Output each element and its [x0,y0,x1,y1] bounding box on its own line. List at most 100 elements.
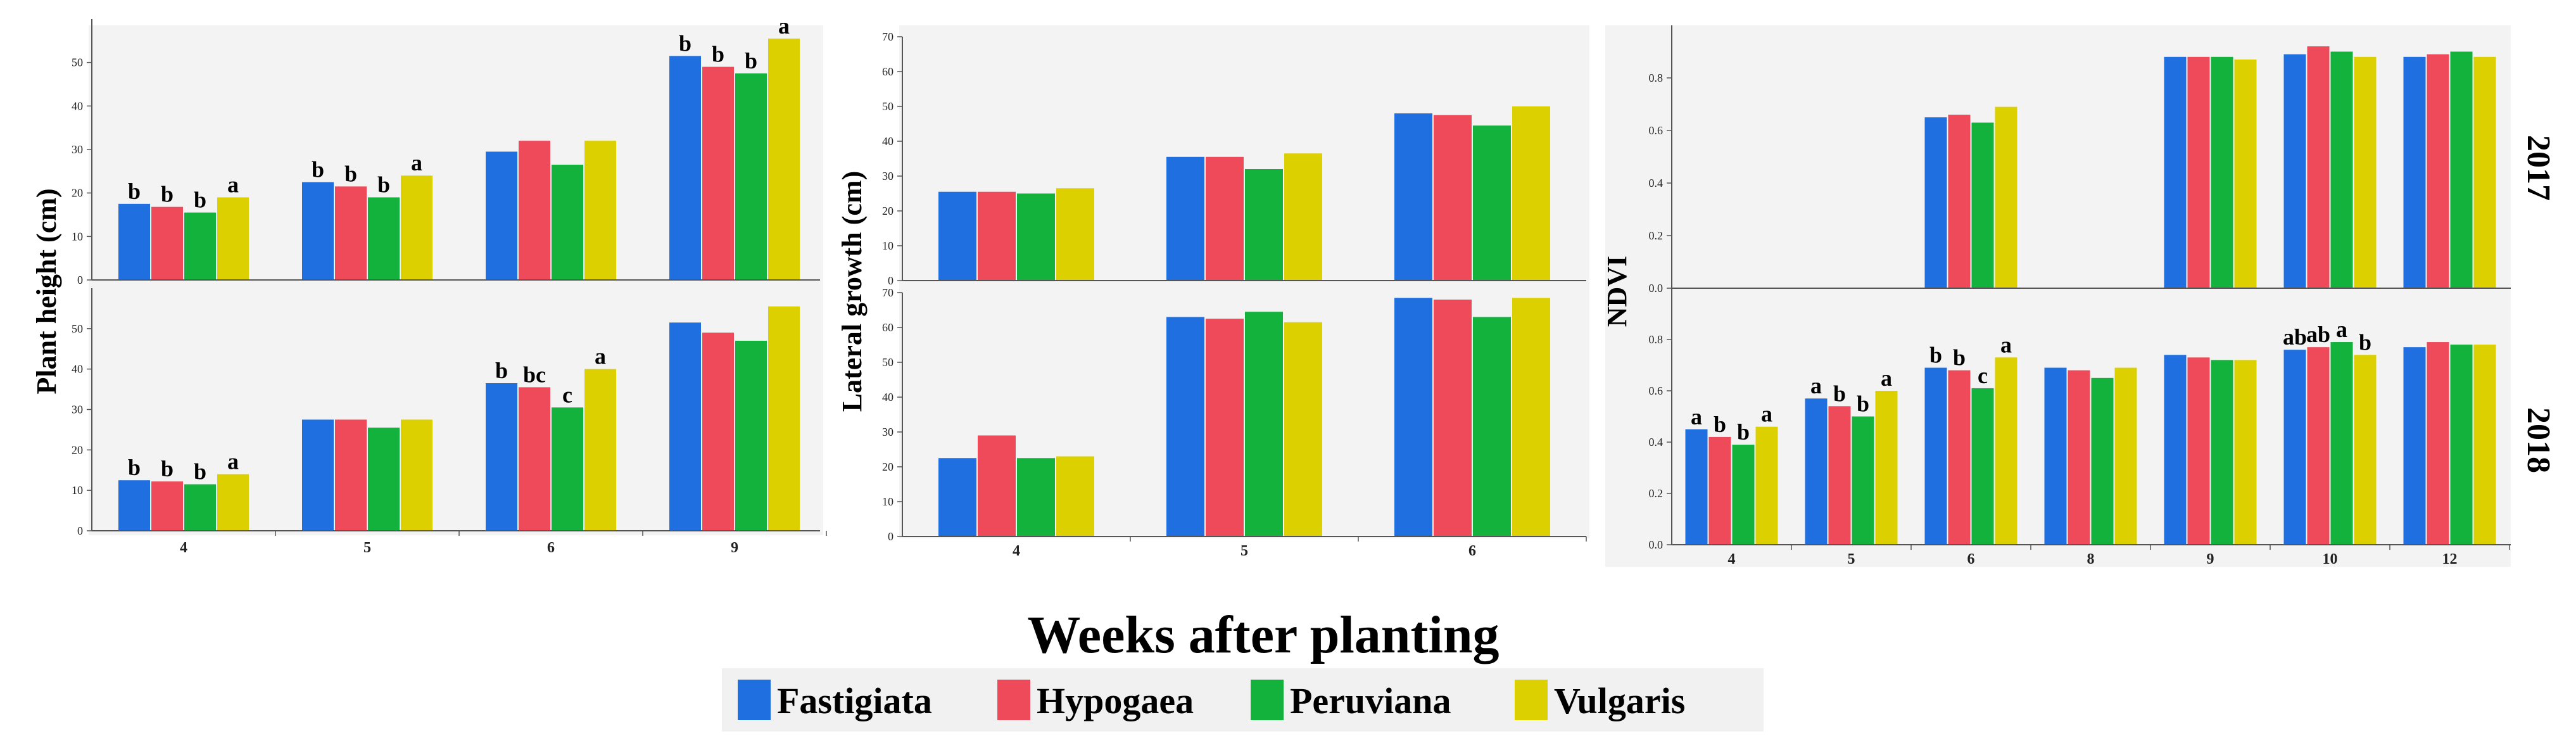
plant-height-2017-bar-week-5-hypogaea [335,186,367,280]
ndvi-2018-bar-week-8-peruviana [2091,378,2114,545]
plant-height-2017-ytick-label: 0 [77,274,83,286]
ndvi-2018-bar-week-4-peruviana [1732,445,1755,545]
lateral-growth-2017-ytick-label: 60 [882,65,893,78]
lateral-growth-2017-bar-week-4-fastigiata [938,191,976,281]
ndvi-2018-sig-letter: b [1857,391,1869,417]
plant-height-ylabel: Plant height (cm) [31,188,62,394]
plant-height-2017-bar-week-6-hypogaea [519,141,550,280]
plant-height-2018-sig-letter: a [227,449,239,474]
lateral-growth-2018-bar-week-5-hypogaea [1206,319,1244,536]
ndvi-2018-bar-week-5-vulgaris [1875,391,1898,545]
lateral-growth-2018-bar-week-4-vulgaris [1056,456,1094,536]
ndvi-2018-ytick-label: 0.2 [1649,487,1664,500]
plant-height-xtick-label: 6 [547,540,555,556]
ndvi-2017-bar-week-12-peruviana [2450,51,2473,288]
plant-height-2018-sig-letter: bc [523,362,546,387]
plant-height-2018-bar-week-9-hypogaea [702,333,734,531]
plant-height-2017-bar-week-4-vulgaris [217,197,249,280]
plant-height-xtick-label: 9 [731,540,738,556]
ndvi-2018-bar-week-8-hypogaea [2068,370,2090,545]
ndvi-2018-bar-week-4-fastigiata [1685,429,1708,545]
lateral-growth-2017-bar-week-6-fastigiata [1394,113,1432,281]
lateral-growth-2017-bar-week-5-peruviana [1245,169,1283,281]
plant-height-2018-sig-letter: b [194,459,206,485]
ndvi-2018-sig-letter: a [2336,317,2347,342]
ndvi-2018-bar-week-10-hypogaea [2307,347,2330,545]
ndvi-2017-bar-week-12-vulgaris [2473,56,2496,289]
plant-height-2018-bar-week-4-peruviana [184,484,216,531]
ndvi-2017-bar-week-9-hypogaea [2187,56,2210,289]
ndvi-2017-bar-week-6-fastigiata [1924,117,1947,288]
legend: Fastigiata Hypogaea Peruviana Vulgaris [722,668,1764,732]
plant-height-2018-bar-week-4-hypogaea [151,481,183,531]
plant-height-2018-ytick-label: 50 [72,322,83,335]
ndvi-2018-bar-week-8-fastigiata [2044,367,2067,545]
plant-height-2018-bar-week-5-fastigiata [302,419,334,531]
lateral-growth-2017-bar-week-4-peruviana [1017,193,1055,281]
lateral-growth-2017-ytick-label: 50 [882,100,893,113]
ndvi-2018-sig-letter: ab [2283,324,2307,350]
plant-height-xtick-label: 4 [180,540,187,556]
lateral-growth-2017-bar-week-5-vulgaris [1284,153,1322,281]
ndvi-xtick-label: 4 [1728,551,1736,568]
ndvi-2018-sig-letter: a [1761,402,1772,427]
plant-height-2017-ytick-label: 10 [72,230,83,243]
plant-height-2017-sig-letter: b [679,30,691,56]
ndvi-2017-ytick-label: 0.8 [1649,72,1664,84]
ndvi-2018-sig-letter: b [1714,412,1726,437]
ndvi-2017-bar-week-10-hypogaea [2307,46,2330,288]
plant-height-2018-bar-week-6-hypogaea [519,387,550,531]
legend-label-hypogaea: Hypogaea [1037,680,1194,721]
plant-height-2017-bar-week-4-hypogaea [151,206,183,280]
lateral-growth-2018-ytick-label: 10 [882,495,893,508]
plant-height-2018-sig-letter: b [495,358,508,383]
plant-height-2017-bar-week-5-vulgaris [401,175,432,280]
ndvi-2018-bar-week-12-fastigiata [2403,347,2426,545]
ndvi-2017-bar-week-9-fastigiata [2164,56,2187,289]
ndvi-2018-bar-week-10-fastigiata [2283,350,2306,545]
lateral-growth-2018-bar-week-6-peruviana [1473,317,1511,536]
plant-height-2018-sig-letter: b [161,456,174,481]
ndvi-2017-bar-week-9-vulgaris [2234,59,2257,288]
row-label-2018: 2018 [2520,407,2556,473]
ndvi-2017-bar-week-10-peruviana [2330,51,2353,288]
legend-swatch-vulgaris [1515,680,1548,720]
plant-height-2018-ytick-label: 0 [77,524,83,537]
ndvi-2018-bar-week-10-peruviana [2330,342,2353,545]
ndvi-2018-sig-letter: b [2359,329,2371,355]
plant-height-2018-bar-week-9-fastigiata [669,322,701,531]
plant-height-2017-ytick-label: 30 [72,143,83,156]
plant-height-2017-sig-letter: a [411,150,422,175]
plant-height-2017-sig-letter: b [194,187,206,213]
lateral-growth-2018-ytick-label: 20 [882,460,893,473]
plant-height-2018-bar-week-6-vulgaris [584,369,616,531]
ndvi-2017-bar-week-10-fastigiata [2283,54,2306,289]
ndvi-xtick-label: 12 [2442,551,2458,568]
lateral-growth-2017-ytick-label: 40 [882,135,893,148]
ndvi-2018-bar-week-5-fastigiata [1805,398,1828,545]
lateral-growth-2018-bar-week-4-hypogaea [978,435,1016,536]
ndvi-2018-bar-week-6-peruviana [1971,388,1994,545]
plant-height-2018-bar-week-4-fastigiata [118,480,150,531]
ndvi-2017-bar-week-9-peruviana [2211,56,2233,289]
ndvi-2018-bar-week-6-hypogaea [1948,370,1971,545]
lateral-growth-2018-bar-week-6-vulgaris [1512,298,1550,536]
ndvi-2018-sig-letter: ab [2306,322,2330,347]
legend-label-fastigiata: Fastigiata [777,680,932,721]
ndvi-2018-bar-week-4-vulgaris [1755,426,1778,545]
lateral-growth-2018-bar-week-6-hypogaea [1434,300,1472,536]
ndvi-xtick-label: 6 [1967,551,1975,568]
ndvi-2018-bar-week-9-hypogaea [2187,357,2210,545]
plant-height-2017-bar-week-9-fastigiata [669,56,701,280]
legend-swatch-fastigiata [738,680,771,720]
plant-height-2017-sig-letter: b [712,42,724,67]
ndvi-2017-bar-week-12-fastigiata [2403,56,2426,289]
plant-height-2017-sig-letter: b [312,157,324,182]
ndvi-2018-sig-letter: b [1929,343,1942,368]
plant-height-2017-bar-week-9-vulgaris [768,38,800,281]
ndvi-2017-bar-week-6-vulgaris [1995,106,2017,288]
ndvi-2017-ytick-label: 0.6 [1649,124,1664,137]
lateral-growth-2017-ytick-label: 20 [882,205,893,217]
plant-height-2017-bar-week-4-peruviana [184,212,216,280]
